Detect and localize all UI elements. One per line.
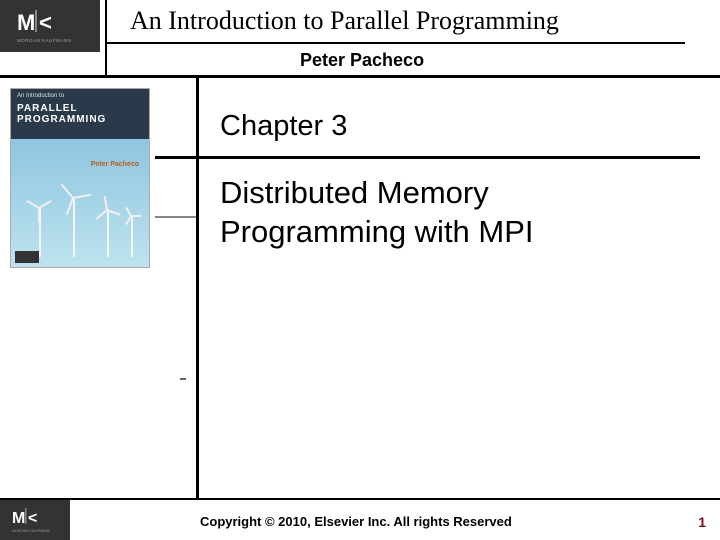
slide-body: An Introduction to PARALLEL PROGRAMMING … <box>0 78 720 498</box>
turbine-icon <box>39 207 41 257</box>
publisher-logo-top: M < MORGAN KAUFMANN <box>0 0 100 52</box>
book-cover-image: An Introduction to PARALLEL PROGRAMMING … <box>10 88 150 268</box>
cover-subtitle: An Introduction to <box>17 93 64 99</box>
slide-header: M < MORGAN KAUFMANN An Introduction to P… <box>0 0 720 78</box>
short-rule <box>155 216 196 218</box>
cover-publisher-logo <box>15 251 39 263</box>
publisher-logo-bottom: M < MORGAN KAUFMANN <box>0 500 70 540</box>
title-underline <box>105 42 685 44</box>
cover-title: PARALLEL PROGRAMMING <box>17 103 106 125</box>
svg-text:M: M <box>12 510 25 527</box>
chapter-horizontal-rule <box>155 156 700 159</box>
svg-text:MORGAN KAUFMANN: MORGAN KAUFMANN <box>12 529 50 533</box>
turbine-icon <box>73 197 75 257</box>
svg-text:<: < <box>39 10 52 35</box>
page-number: 1 <box>698 514 706 530</box>
turbine-icon <box>107 209 109 257</box>
header-vertical-rule <box>105 0 107 78</box>
main-vertical-rule <box>196 78 199 498</box>
chapter-label: Chapter 3 <box>220 110 347 143</box>
book-title: An Introduction to Parallel Programming <box>130 6 559 36</box>
chapter-title: Distributed Memory Programming with MPI <box>220 174 580 252</box>
svg-text:MORGAN KAUFMANN: MORGAN KAUFMANN <box>17 38 71 43</box>
svg-text:M: M <box>17 10 35 35</box>
tick-mark <box>180 378 186 380</box>
cover-author: Peter Pacheco <box>91 161 139 168</box>
slide-footer: M < MORGAN KAUFMANN Copyright © 2010, El… <box>0 498 720 540</box>
copyright-text: Copyright © 2010, Elsevier Inc. All righ… <box>200 514 512 529</box>
author-name: Peter Pacheco <box>300 50 424 71</box>
turbine-icon <box>131 215 133 257</box>
svg-text:<: < <box>28 510 37 527</box>
